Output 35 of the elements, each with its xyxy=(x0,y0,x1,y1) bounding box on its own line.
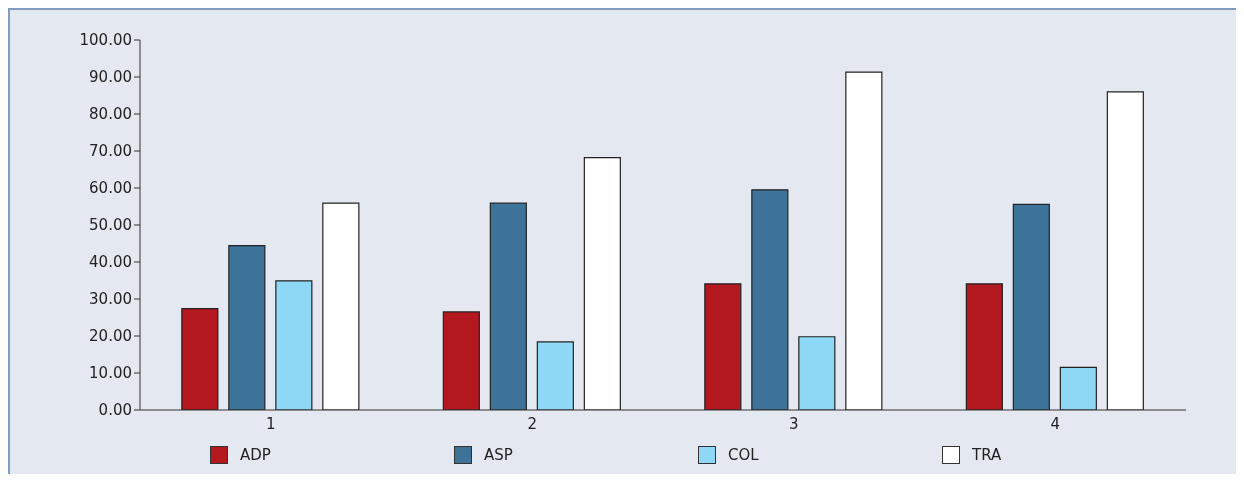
bar xyxy=(965,283,1003,410)
legend-label: COL xyxy=(728,446,759,464)
bar xyxy=(536,341,574,410)
bar xyxy=(845,71,883,410)
x-tick-label: 4 xyxy=(1050,414,1061,433)
bar xyxy=(1012,203,1050,410)
x-tick-label: 3 xyxy=(788,414,799,433)
x-tick-label: 1 xyxy=(265,414,276,433)
bar xyxy=(275,280,313,410)
y-tick-label: 10.00 xyxy=(89,364,132,383)
y-tick-label: 100.00 xyxy=(79,31,132,50)
bar xyxy=(228,245,266,410)
bar xyxy=(704,283,742,410)
y-tick-label: 30.00 xyxy=(89,290,132,309)
y-tick-label: 0.00 xyxy=(98,401,132,420)
bar xyxy=(798,336,836,410)
bar xyxy=(322,202,360,410)
y-tick-label: 90.00 xyxy=(89,68,132,87)
bar xyxy=(1106,91,1144,410)
y-tick-label: 60.00 xyxy=(89,179,132,198)
y-tick-label: 40.00 xyxy=(89,253,132,272)
legend-label: ADP xyxy=(240,446,271,464)
bar xyxy=(583,157,621,410)
x-tick-label: 2 xyxy=(527,414,538,433)
y-tick-label: 70.00 xyxy=(89,142,132,161)
legend-label: TRA xyxy=(972,446,1002,464)
bar xyxy=(751,189,789,410)
y-tick-label: 50.00 xyxy=(89,216,132,235)
y-tick-label: 80.00 xyxy=(89,105,132,124)
bar xyxy=(1059,366,1097,410)
bar xyxy=(442,311,480,410)
legend-label: ASP xyxy=(484,446,513,464)
bar xyxy=(489,202,527,410)
bar xyxy=(181,308,219,410)
y-tick-label: 20.00 xyxy=(89,327,132,346)
